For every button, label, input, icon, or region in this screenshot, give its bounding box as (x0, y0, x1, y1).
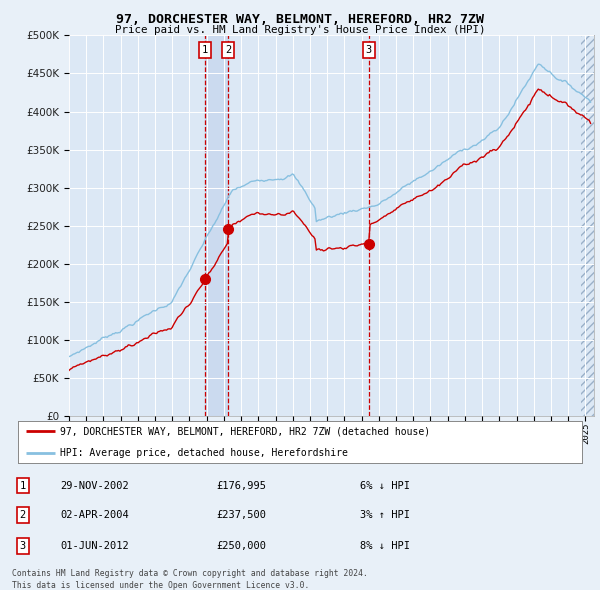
Text: 3% ↑ HPI: 3% ↑ HPI (360, 510, 410, 520)
Text: 3: 3 (366, 45, 372, 55)
Text: HPI: Average price, detached house, Herefordshire: HPI: Average price, detached house, Here… (60, 448, 348, 457)
Text: £237,500: £237,500 (216, 510, 266, 520)
Bar (205, 35, 228, 416)
Text: 1: 1 (20, 481, 26, 490)
Text: This data is licensed under the Open Government Licence v3.0.: This data is licensed under the Open Gov… (12, 581, 310, 590)
Text: 3: 3 (20, 541, 26, 551)
Text: 97, DORCHESTER WAY, BELMONT, HEREFORD, HR2 7ZW: 97, DORCHESTER WAY, BELMONT, HEREFORD, H… (116, 13, 484, 26)
Text: 2: 2 (225, 45, 232, 55)
Text: Contains HM Land Registry data © Crown copyright and database right 2024.: Contains HM Land Registry data © Crown c… (12, 569, 368, 578)
Text: 02-APR-2004: 02-APR-2004 (60, 510, 129, 520)
Text: 2: 2 (20, 510, 26, 520)
Text: 97, DORCHESTER WAY, BELMONT, HEREFORD, HR2 7ZW (detached house): 97, DORCHESTER WAY, BELMONT, HEREFORD, H… (60, 427, 430, 436)
Text: 8% ↓ HPI: 8% ↓ HPI (360, 541, 410, 551)
Text: 01-JUN-2012: 01-JUN-2012 (60, 541, 129, 551)
Text: £250,000: £250,000 (216, 541, 266, 551)
Text: £176,995: £176,995 (216, 481, 266, 490)
Text: 6% ↓ HPI: 6% ↓ HPI (360, 481, 410, 490)
Text: 1: 1 (202, 45, 208, 55)
Bar (581, 35, 594, 416)
Text: Price paid vs. HM Land Registry's House Price Index (HPI): Price paid vs. HM Land Registry's House … (115, 25, 485, 35)
Text: 29-NOV-2002: 29-NOV-2002 (60, 481, 129, 490)
